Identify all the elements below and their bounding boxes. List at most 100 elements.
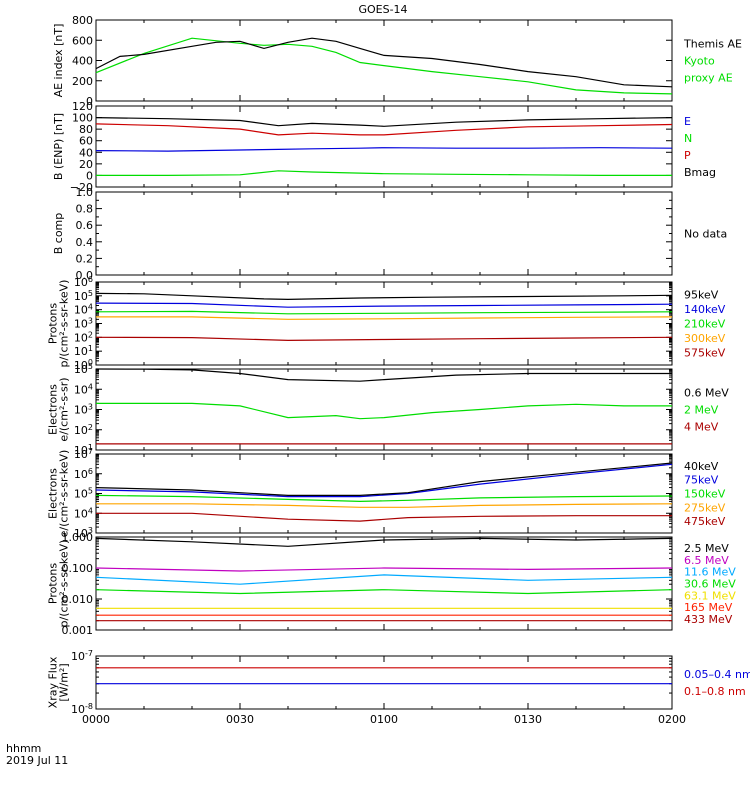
y-tick-label: 107 bbox=[74, 447, 93, 461]
y-tick-label: 105 bbox=[74, 289, 93, 303]
panel-frame bbox=[95, 191, 673, 276]
legend-entry: 275keV bbox=[684, 501, 726, 514]
y-axis-label: p/(cm²-s-sr-keV) bbox=[58, 280, 71, 368]
panel-frame bbox=[95, 655, 673, 710]
y-tick-label: 106 bbox=[74, 275, 93, 289]
legend-entry: 30.6 MeV bbox=[684, 578, 736, 591]
y-tick-label: 0 bbox=[86, 169, 93, 182]
series-line bbox=[95, 117, 673, 127]
series-line bbox=[95, 37, 673, 88]
y-tick-label: 200 bbox=[72, 75, 93, 88]
y-tick-label: 10-7 bbox=[71, 649, 93, 663]
series-line bbox=[96, 512, 672, 522]
panel-3: 0.0 0.2 0.4 0.6 0.8 1.0 B comp No data bbox=[52, 186, 727, 282]
y-tick-label: 60 bbox=[79, 135, 93, 148]
x-tick-label: 0030 bbox=[226, 713, 254, 726]
y-tick-label: 0.4 bbox=[76, 236, 94, 249]
series-line bbox=[95, 537, 673, 547]
panel-1: 0 200 400 600 800 AE index [nT] Themis AE Kyoto… bbox=[52, 14, 742, 108]
y-axis-label: B (ENP) [nT] bbox=[52, 113, 65, 180]
panel-6: 103 104 105 106 107 Electronse/(cm²-s-sr-keV)… bbox=[47, 447, 726, 540]
legend-entry: 433 MeV bbox=[684, 613, 733, 626]
y-axis-label: p/(cm²-s-sr-keV) bbox=[58, 540, 71, 628]
y-tick-label: 104 bbox=[74, 506, 93, 520]
y-tick-label: 10-8 bbox=[71, 702, 93, 716]
legend-entry: 0.6 MeV bbox=[684, 387, 729, 400]
series-line bbox=[95, 494, 673, 503]
series-line bbox=[96, 316, 673, 320]
legend-entry: 6.5 MeV bbox=[684, 554, 729, 567]
y-axis-label: e/(cm²-s-sr) bbox=[58, 377, 71, 441]
series-line bbox=[95, 368, 672, 382]
y-tick-label: 0.6 bbox=[76, 219, 94, 232]
y-tick-label: 400 bbox=[72, 55, 93, 68]
panel-frame bbox=[95, 368, 673, 451]
y-tick-label: 80 bbox=[79, 123, 93, 136]
legend-entry: 63.1 MeV bbox=[684, 589, 736, 602]
y-tick-label: 800 bbox=[72, 14, 93, 27]
legend-entry: 95keV bbox=[684, 288, 719, 301]
y-tick-label: 103 bbox=[74, 317, 93, 331]
panel-frame bbox=[95, 281, 673, 366]
series-line bbox=[95, 574, 673, 585]
series-line bbox=[95, 336, 673, 342]
legend-entry: proxy AE bbox=[684, 72, 733, 85]
y-tick-label: 0.100 bbox=[62, 562, 94, 575]
y-tick-label: 1.0 bbox=[76, 186, 94, 199]
y-tick-label: 103 bbox=[74, 403, 93, 417]
series-line bbox=[95, 589, 673, 595]
x-tick-label: 0200 bbox=[658, 713, 686, 726]
legend-entry: 140keV bbox=[684, 303, 726, 316]
y-tick-label: 102 bbox=[74, 330, 93, 344]
legend-entry: 0.1–0.8 nm bbox=[684, 685, 746, 698]
series-line bbox=[95, 462, 673, 496]
y-tick-label: 101 bbox=[74, 344, 93, 358]
series-line bbox=[95, 123, 673, 136]
panel-frame bbox=[95, 19, 673, 102]
y-axis-label: Electrons bbox=[47, 468, 60, 519]
x-tick-label: 0130 bbox=[514, 713, 542, 726]
y-axis-label: [W/m²] bbox=[58, 663, 71, 701]
legend-entry: N bbox=[684, 132, 692, 145]
legend-entry: E bbox=[684, 115, 691, 128]
legend-entry: 210keV bbox=[684, 318, 726, 331]
legend-entry: 40keV bbox=[684, 460, 719, 473]
series-line bbox=[95, 147, 673, 152]
figure-title: GOES-14 bbox=[358, 3, 407, 16]
legend-entry: Kyoto bbox=[684, 55, 715, 68]
y-tick-label: 106 bbox=[74, 467, 93, 481]
series-line bbox=[95, 567, 673, 572]
y-tick-label: 0.001 bbox=[62, 624, 94, 637]
series-line bbox=[96, 170, 672, 176]
legend-entry: 165 MeV bbox=[684, 601, 733, 614]
y-tick-label: 104 bbox=[74, 303, 93, 317]
y-axis-label: Electrons bbox=[47, 384, 60, 435]
y-axis-label: Protons bbox=[47, 303, 60, 344]
y-tick-label: 105 bbox=[74, 487, 93, 501]
y-tick-label: −20 bbox=[70, 181, 93, 194]
y-tick-label: 103 bbox=[74, 526, 93, 540]
y-tick-label: 102 bbox=[74, 423, 93, 437]
time-axis: hhmm 2019 Jul 11 0000 0030 0100 0130 0200 bbox=[6, 713, 686, 767]
series-line bbox=[96, 503, 673, 508]
x-tick-label: 0100 bbox=[370, 713, 398, 726]
legend-entry: 150keV bbox=[684, 488, 726, 501]
y-tick-label: 100 bbox=[72, 112, 93, 125]
y-tick-label: 100 bbox=[74, 358, 93, 372]
legend-entry: P bbox=[684, 149, 691, 162]
legend-entry: 475keV bbox=[684, 515, 726, 528]
legend-entry: 75keV bbox=[684, 474, 719, 487]
y-tick-label: 600 bbox=[72, 34, 93, 47]
y-tick-label: 101 bbox=[74, 443, 93, 457]
date-label: 2019 Jul 11 bbox=[6, 754, 68, 767]
series-line bbox=[95, 302, 673, 308]
no-data-label: No data bbox=[684, 228, 727, 241]
series-line bbox=[95, 463, 673, 498]
legend-entry: 4 MeV bbox=[684, 421, 719, 434]
legend-entry: 300keV bbox=[684, 332, 726, 345]
y-tick-label: 0.8 bbox=[76, 203, 94, 216]
legend-entry: 11.6 MeV bbox=[684, 566, 736, 579]
y-axis-label: AE index [nT] bbox=[52, 24, 65, 98]
